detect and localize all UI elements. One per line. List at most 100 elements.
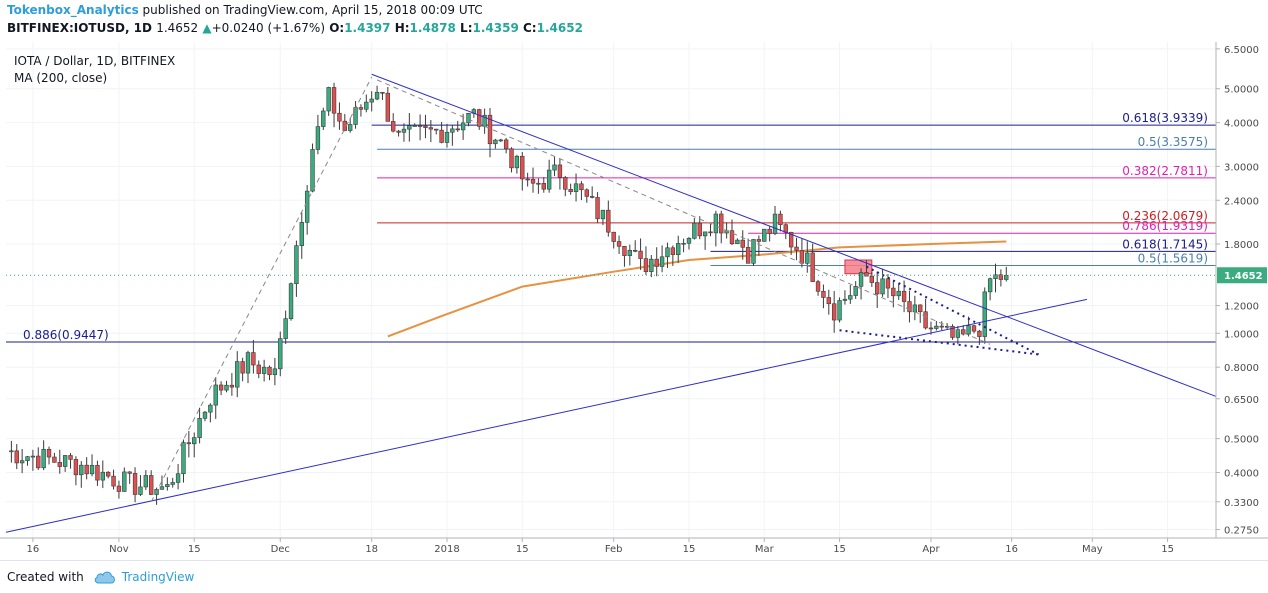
candle-down — [439, 129, 444, 143]
symbol-label[interactable]: BITFINEX:IOTUSD, 1D — [7, 21, 152, 35]
candle-down — [885, 278, 891, 289]
candle-down — [57, 462, 62, 467]
candle-down — [740, 239, 745, 248]
candle-up — [659, 256, 665, 267]
candle-up — [401, 128, 407, 133]
candle-down — [358, 107, 364, 110]
candle-down — [864, 272, 869, 277]
last-price-badge-label: 1.4652 — [1224, 271, 1263, 282]
close-label: C: — [523, 21, 537, 35]
author-link[interactable]: Tokenbox_Analytics — [7, 3, 139, 17]
candle-down — [939, 325, 944, 328]
price-tick-label: 3.0000 — [1224, 162, 1259, 173]
trendline-dashed[interactable] — [376, 79, 991, 345]
time-tick-label: 16 — [1005, 544, 1018, 555]
candle-up — [896, 290, 901, 297]
candle-up — [842, 298, 848, 301]
candle-down — [509, 148, 514, 169]
candle-down — [331, 87, 337, 114]
candle-down — [563, 177, 568, 190]
candle-down — [633, 250, 638, 252]
candle-down — [95, 464, 100, 481]
candle-up — [89, 464, 95, 475]
time-tick-label: 2018 — [434, 544, 459, 555]
price-axis[interactable]: 6.5000 5.0000 4.0000 3.0000 2.4000 1.8000 1.20… — [1216, 45, 1259, 537]
candle-up — [326, 87, 331, 112]
candle-up — [208, 404, 213, 413]
candle-down — [530, 179, 536, 184]
candle-down — [111, 475, 116, 487]
candle-up — [321, 110, 326, 127]
publish-info: published on TradingView.com, April 15, … — [138, 3, 483, 17]
tradingview-cloud-icon[interactable] — [94, 570, 116, 584]
price-tick-label: 1.2000 — [1224, 302, 1259, 313]
candle-down — [788, 231, 794, 248]
fib-level-label: 0.5(3.3575) — [1138, 135, 1208, 149]
ma-200-line[interactable] — [387, 240, 1007, 338]
candle-down — [589, 196, 595, 198]
candle-down — [455, 128, 460, 131]
low-label: L: — [460, 21, 473, 35]
candle-down — [719, 213, 724, 234]
price-tick-label: 0.5000 — [1224, 435, 1259, 446]
price-tick-label: 0.6500 — [1224, 395, 1259, 406]
candle-up — [143, 475, 149, 488]
candle-up — [213, 384, 218, 406]
candle-up — [181, 442, 186, 475]
candle-down — [149, 475, 154, 495]
candle-up — [165, 484, 170, 488]
high-value: 1.4878 — [409, 21, 456, 35]
candle-up — [552, 164, 557, 171]
candle-up — [444, 131, 450, 143]
tradingview-brand-link[interactable]: TradingView — [121, 570, 195, 584]
candle-down — [132, 473, 138, 495]
candle-up — [310, 149, 315, 192]
candle-down — [869, 275, 875, 283]
price-tick-label: 2.4000 — [1224, 196, 1259, 207]
time-axis[interactable]: 16 Nov 15 Dec 18 2018 15 Feb 15 Mar 15 Apr 16 May 15 — [27, 538, 1174, 555]
candle-up — [762, 228, 767, 242]
grid-layer — [6, 42, 1216, 538]
candle-up — [676, 243, 681, 255]
candle-down — [611, 231, 616, 242]
candle-up — [175, 473, 181, 483]
candle-down — [579, 183, 584, 191]
change-up-icon: ▲ — [202, 21, 212, 35]
price-change: +0.0240 (+1.67%) — [211, 21, 326, 35]
candle-up — [202, 411, 208, 419]
candle-up — [159, 486, 165, 490]
time-tick-label: Mar — [755, 544, 775, 555]
candle-up — [573, 183, 579, 192]
candle-up — [514, 155, 520, 169]
candle-up — [62, 455, 68, 467]
trendline-dashed[interactable] — [150, 76, 373, 503]
candle-up — [692, 222, 697, 239]
fib-level-label: 0.618(1.7145) — [1122, 237, 1208, 251]
trendline-solid[interactable] — [371, 73, 1217, 397]
candle-down — [503, 139, 509, 150]
fib-level-label: 0.618(3.9339) — [1122, 111, 1208, 125]
candle-up — [197, 418, 202, 438]
trendline-dotted[interactable] — [865, 265, 1039, 356]
candle-up — [347, 124, 353, 131]
candle-down — [428, 127, 434, 130]
candle-down — [799, 250, 805, 264]
high-label: H: — [394, 21, 410, 35]
candle-down — [584, 189, 589, 197]
candle-down — [622, 245, 627, 256]
price-tick-label: 5.0000 — [1224, 85, 1259, 96]
candle-down — [380, 91, 385, 94]
candle-down — [778, 213, 783, 226]
candle-up — [858, 272, 864, 287]
time-tick-label: 16 — [27, 544, 40, 555]
candle-up — [412, 125, 417, 127]
indicator-legend[interactable]: MA (200, close) — [14, 71, 107, 85]
candle-up — [369, 98, 374, 103]
chart-area[interactable]: 0.618(3.9339) 0.5(3.3575) 0.382(2.7811) 0.2… — [0, 0, 1268, 564]
price-chart[interactable]: 0.618(3.9339) 0.5(3.3575) 0.382(2.7811) 0.2… — [0, 0, 1268, 560]
trendlines-layer — [5, 73, 1217, 533]
candle-up — [681, 242, 686, 245]
candle-down — [971, 325, 977, 332]
candle-up — [100, 471, 105, 481]
candle-down — [643, 258, 649, 273]
